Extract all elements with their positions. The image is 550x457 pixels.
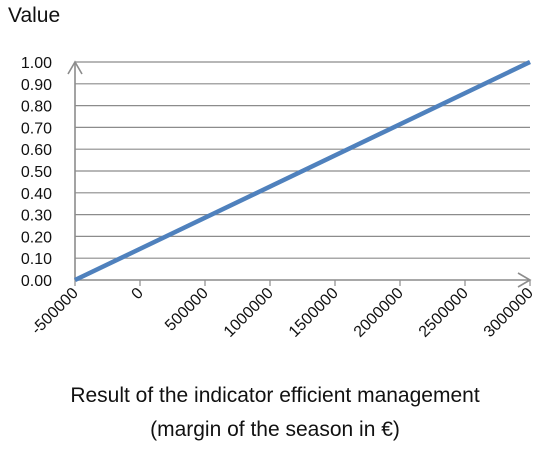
x-tick-label: 500000 [162,285,212,335]
x-axis-title-line-2: (margin of the season in €) [150,418,400,441]
y-axis-title: Value [8,4,61,27]
x-tick-label: 0 [129,285,147,303]
y-tick-label: 0.00 [21,273,52,290]
x-axis-title-line-1: Result of the indicator efficient manage… [70,384,480,407]
series-line [74,59,531,283]
x-tick-label: 2500000 [416,285,472,341]
y-tick-label: 0.80 [21,99,52,116]
y-tick-labels: 0.00 0.10 0.20 0.30 0.40 0.50 0.60 0.70 0.80 0.90… [21,55,52,290]
y-axis-arrow [67,60,83,75]
y-tick-label: 0.20 [21,229,52,246]
y-tick-label: 0.70 [21,120,52,137]
x-tick-label: 3000000 [481,285,537,341]
x-axis-arrow [517,272,532,288]
line-chart: 0.00 0.10 0.20 0.30 0.40 0.50 0.60 0.70 0.80 0.90… [21,55,537,341]
x-tick-label: 2000000 [351,285,407,341]
y-tick-label: 0.30 [21,208,52,225]
gridlines [75,61,530,259]
x-tick-label: 1500000 [286,285,342,341]
y-tick-label: 0.40 [21,186,52,203]
y-tick-label: 0.90 [21,77,52,94]
y-tick-label: 0.10 [21,251,52,268]
y-tick-label: 1.00 [21,55,52,72]
x-tick-label: -500000 [28,285,82,339]
x-tick-labels: -500000 0 500000 1000000 1500000 2000000 25000… [28,285,537,341]
series-lines [74,59,531,283]
axes [67,60,532,288]
x-tick-label: 1000000 [221,285,277,341]
y-tick-label: 0.60 [21,142,52,159]
y-tick-label: 0.50 [21,164,52,181]
